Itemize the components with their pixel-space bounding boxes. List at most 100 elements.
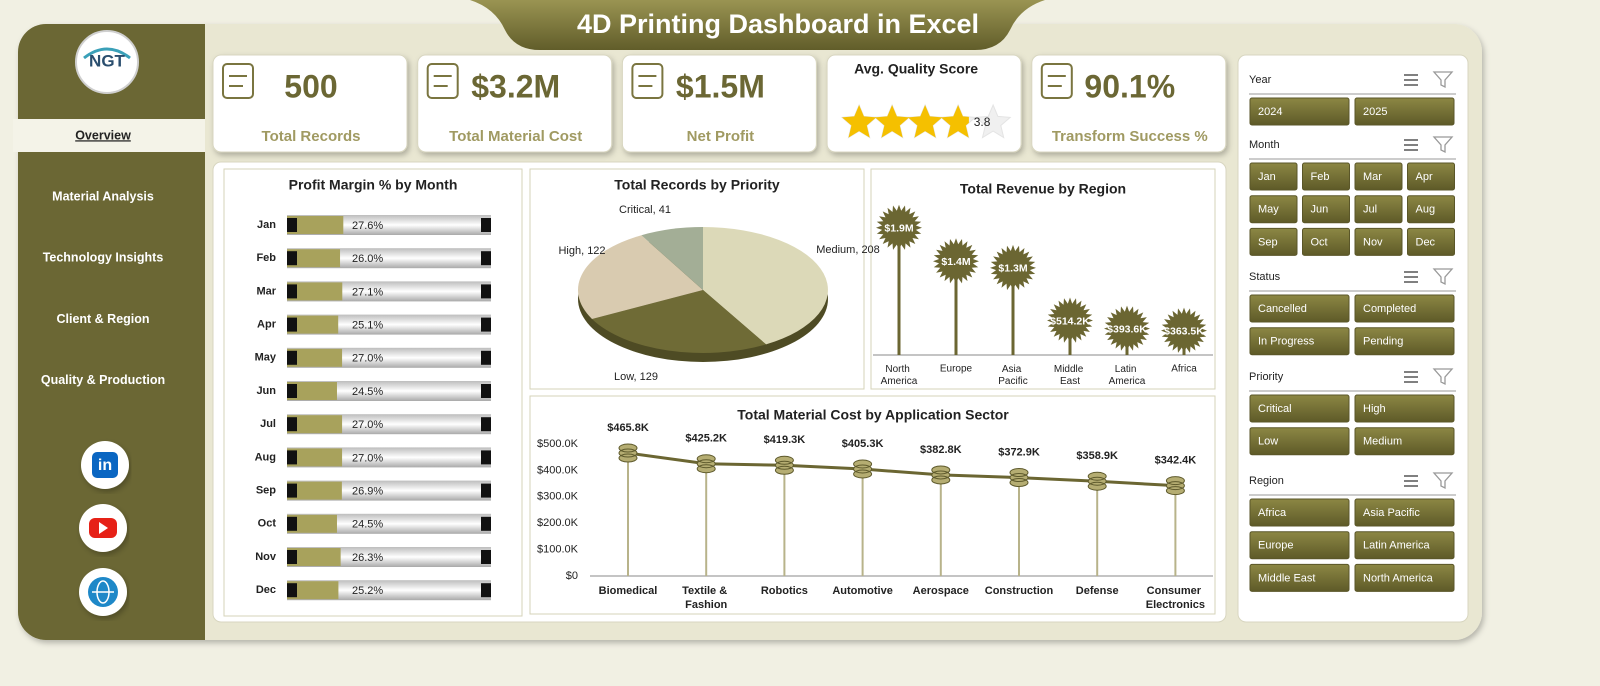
- slicer-button[interactable]: Europe: [1249, 531, 1350, 560]
- bar-cap: [287, 550, 297, 564]
- nav-item[interactable]: Material Analysis: [52, 189, 154, 203]
- slicer-button[interactable]: North America: [1354, 563, 1455, 592]
- bar-cap: [287, 384, 297, 398]
- clear-filter-icon[interactable]: [1432, 136, 1454, 154]
- slicer-button[interactable]: Completed: [1354, 294, 1455, 323]
- data-label: 26.0%: [352, 253, 383, 265]
- slicer-title: Priority: [1249, 371, 1284, 383]
- kpi-label: Total Records: [262, 128, 361, 145]
- nav-highlight: [13, 119, 205, 152]
- nav-item[interactable]: Quality & Production: [41, 373, 165, 387]
- data-label: $425.2K: [685, 433, 727, 445]
- slicer-button[interactable]: Low: [1249, 427, 1350, 456]
- slicer-button[interactable]: In Progress: [1249, 327, 1350, 356]
- multi-select-icon[interactable]: [1404, 74, 1418, 86]
- burst-marker: [990, 244, 1036, 291]
- slicer-button[interactable]: Critical: [1249, 394, 1350, 423]
- chart-title: Total Records by Priority: [614, 177, 780, 193]
- slicer-button[interactable]: Nov: [1354, 227, 1403, 256]
- x-tick-label: Africa: [1171, 364, 1197, 375]
- slicer-button[interactable]: Latin America: [1354, 531, 1455, 560]
- slicer-button[interactable]: High: [1354, 394, 1455, 423]
- chart-title: Total Material Cost by Application Secto…: [737, 407, 1009, 423]
- slicer-title: Year: [1249, 74, 1272, 86]
- linkedin-link[interactable]: in: [81, 441, 129, 489]
- slicer-button[interactable]: Mar: [1354, 162, 1403, 191]
- bar: [287, 514, 337, 533]
- slicer-button[interactable]: Oct: [1302, 227, 1350, 256]
- slicer-button[interactable]: Sep: [1249, 227, 1298, 256]
- nav-label: Quality & Production: [41, 373, 165, 387]
- slicer-button[interactable]: May: [1249, 195, 1298, 224]
- button-face: [1354, 227, 1403, 256]
- slicer-button[interactable]: Jun: [1302, 195, 1350, 224]
- slicer-button[interactable]: Dec: [1407, 227, 1455, 256]
- slicer-button[interactable]: Africa: [1249, 498, 1350, 527]
- slicer-button[interactable]: Middle East: [1249, 563, 1350, 592]
- data-label: $465.8K: [607, 422, 649, 434]
- x-tick-label: North America: [881, 364, 918, 387]
- button-face: [1354, 195, 1403, 224]
- multi-select-icon[interactable]: [1404, 139, 1418, 151]
- button-label: Jul: [1363, 204, 1377, 216]
- clear-filter-icon[interactable]: [1432, 71, 1454, 89]
- button-label: Latin America: [1363, 540, 1431, 552]
- button-face: [1354, 498, 1455, 527]
- slicer-button[interactable]: Cancelled: [1249, 294, 1350, 323]
- x-tick-label: Consumer Electronics: [1146, 585, 1205, 611]
- data-label: $1.4M: [941, 256, 970, 268]
- data-label: $358.9K: [1076, 450, 1118, 462]
- button-face: [1302, 162, 1350, 191]
- data-label: $342.4K: [1155, 455, 1197, 467]
- slicer-button[interactable]: Asia Pacific: [1354, 498, 1455, 527]
- slicer-title: Region: [1249, 475, 1284, 487]
- x-tick-label: Automotive: [832, 585, 893, 597]
- y-tick-label: $400.0K: [537, 464, 579, 476]
- bar-cap: [481, 284, 491, 299]
- bar: [287, 448, 343, 467]
- slicer-button[interactable]: Apr: [1407, 162, 1455, 191]
- button-label: Europe: [1258, 540, 1293, 552]
- kpi-card: [1031, 54, 1227, 153]
- slicer-button[interactable]: Medium: [1354, 427, 1455, 456]
- button-label: Feb: [1311, 171, 1330, 183]
- clear-filter-icon[interactable]: [1432, 472, 1454, 490]
- burst-marker: [876, 204, 922, 251]
- slicer-button[interactable]: 2024: [1249, 97, 1350, 126]
- multi-select-icon[interactable]: [1404, 475, 1418, 487]
- logo: [75, 30, 139, 94]
- clear-filter-icon[interactable]: [1432, 368, 1454, 386]
- bar: [287, 216, 344, 234]
- data-label: $1.9M: [884, 222, 913, 234]
- y-tick-label: Mar: [256, 285, 276, 297]
- kpi-value: 500: [284, 68, 337, 104]
- youtube-link[interactable]: [79, 504, 127, 552]
- bar-cap: [287, 284, 297, 299]
- y-tick-label: Jan: [257, 219, 276, 231]
- kpi-icon: [222, 63, 254, 99]
- website-link[interactable]: [79, 568, 127, 616]
- slicer-button[interactable]: Jan: [1249, 162, 1298, 191]
- slicer-button[interactable]: 2025: [1354, 97, 1455, 126]
- button-label: Medium: [1363, 436, 1402, 448]
- nav-item[interactable]: Client & Region: [56, 312, 149, 326]
- nav-item[interactable]: Technology Insights: [43, 251, 164, 265]
- multi-select-icon[interactable]: [1404, 271, 1418, 283]
- slicer-button[interactable]: Aug: [1407, 195, 1455, 224]
- button-face: [1249, 327, 1350, 356]
- kpi-icon: [631, 63, 664, 99]
- clear-filter-icon[interactable]: [1432, 268, 1454, 286]
- bar-cap: [481, 450, 491, 465]
- slicer-button[interactable]: Pending: [1354, 327, 1455, 356]
- nav-item[interactable]: Overview: [13, 119, 205, 152]
- button-label: Jun: [1311, 204, 1329, 216]
- slicer-button[interactable]: Jul: [1354, 195, 1403, 224]
- multi-select-icon[interactable]: [1404, 371, 1418, 383]
- bar: [287, 581, 339, 600]
- slicer-button[interactable]: Feb: [1302, 162, 1350, 191]
- data-label: $393.6K: [1107, 323, 1147, 335]
- y-tick-label: $200.0K: [537, 517, 579, 529]
- button-label: North America: [1363, 572, 1434, 584]
